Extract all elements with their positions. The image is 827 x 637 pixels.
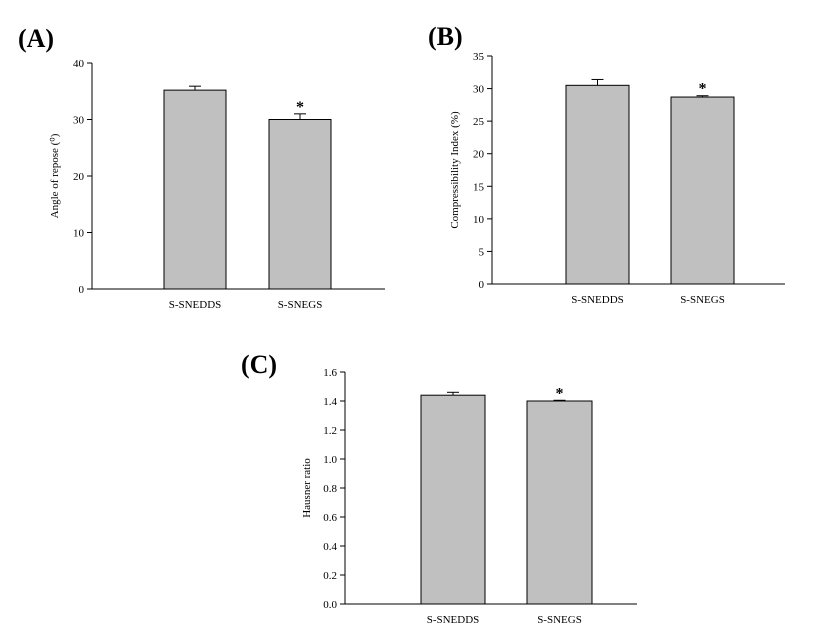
x-category-label: S-SNEDDS [169, 299, 222, 311]
significance-marker: * [296, 99, 304, 116]
y-tick-label: 1.6 [323, 367, 337, 379]
y-tick-label: 1.4 [323, 396, 337, 408]
y-tick-label: 0.8 [323, 483, 337, 495]
y-tick-label: 0 [479, 279, 485, 291]
significance-marker: * [556, 385, 564, 402]
y-tick-label: 5 [479, 246, 485, 258]
y-axis-title: Hausner ratio [301, 458, 313, 518]
y-tick-label: 40 [73, 58, 85, 70]
y-tick-label: 0.0 [323, 599, 337, 611]
y-axis-title: Compressibility Index (%) [449, 111, 461, 229]
y-tick-label: 0.4 [323, 541, 337, 553]
y-tick-label: 20 [73, 171, 85, 183]
y-axis-title: Angle of repose (⁰) [49, 133, 61, 218]
x-category-label: S-SNEGS [278, 299, 323, 311]
bar [420, 394, 486, 605]
panel-label: (B) [428, 22, 463, 51]
y-tick-label: 30 [73, 115, 85, 127]
y-tick-label: 10 [473, 214, 485, 226]
x-category-label: S-SNEDDS [427, 614, 480, 626]
panel-label: (C) [241, 350, 277, 379]
bar [670, 96, 735, 285]
y-tick-label: 0 [79, 284, 85, 296]
y-tick-label: 35 [473, 51, 485, 63]
y-tick-label: 0.6 [323, 512, 337, 524]
panel-label: (A) [18, 24, 54, 53]
bar [268, 119, 332, 290]
y-tick-label: 1.2 [323, 425, 337, 437]
y-tick-label: 30 [473, 84, 485, 96]
y-tick-label: 0.2 [323, 570, 337, 582]
x-category-label: S-SNEGS [537, 614, 582, 626]
y-tick-label: 25 [473, 116, 485, 128]
x-category-label: S-SNEGS [680, 294, 725, 306]
significance-marker: * [699, 81, 707, 98]
y-tick-label: 15 [473, 181, 485, 193]
bar [526, 400, 593, 605]
y-tick-label: 1.0 [323, 454, 337, 466]
bar [163, 89, 227, 290]
y-tick-label: 10 [73, 228, 85, 240]
bar [565, 84, 630, 285]
y-tick-label: 20 [473, 149, 485, 161]
x-category-label: S-SNEDDS [571, 294, 624, 306]
